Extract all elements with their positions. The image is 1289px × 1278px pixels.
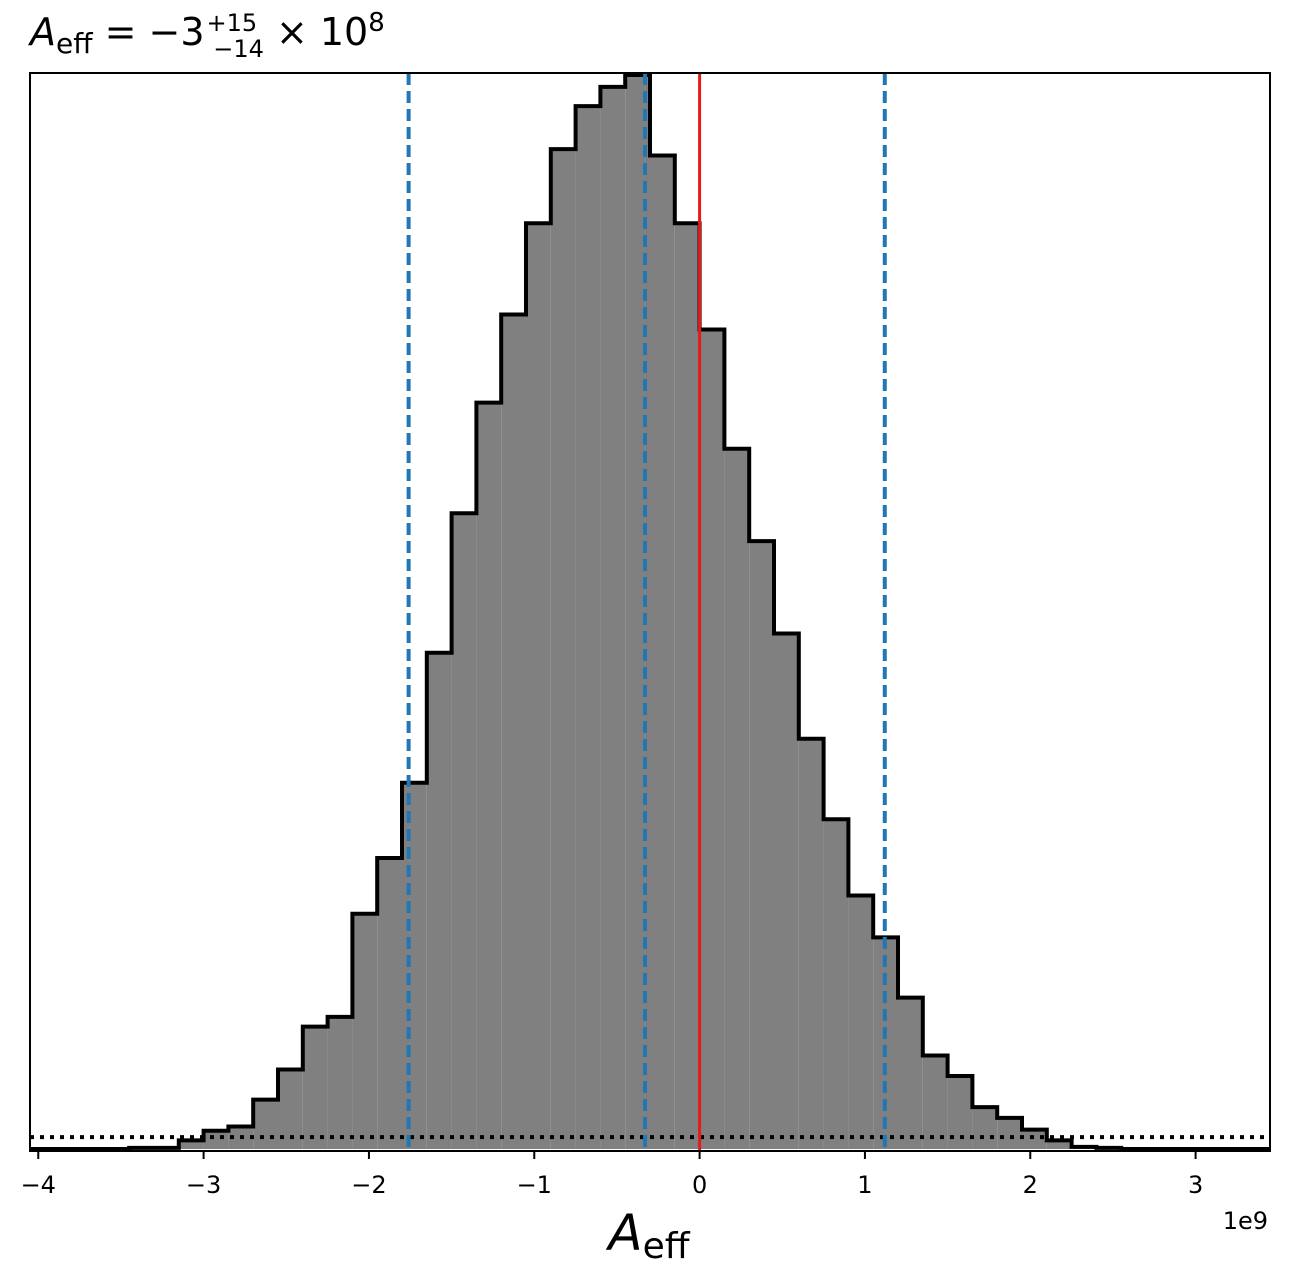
histogram-bar [848,895,874,1149]
histogram-bar [203,1130,229,1149]
x-tick-label: −3 [186,1171,221,1199]
histogram-bar [302,1026,328,1149]
x-axis-offset-label: 1e9 [1223,1207,1268,1235]
histogram-bar [798,738,824,1149]
x-tick-label: −4 [21,1171,56,1199]
histogram-bar [451,513,477,1149]
histogram-bar [402,782,427,1149]
plot-area [29,72,1271,1152]
xlabel-var: A [605,1204,642,1262]
histogram-bar [426,652,452,1149]
histogram-bar [699,329,725,1150]
histogram-bar [922,1055,948,1149]
plot-clip-group [30,73,1270,1151]
histogram-bar [674,223,700,1149]
histogram-bar [823,819,849,1149]
x-axis-label: Aeff [605,1204,690,1267]
title-times: × 10 [264,10,368,54]
x-tick-label: −1 [517,1171,552,1199]
histogram-bar [550,149,576,1149]
histogram-bar [327,1016,353,1149]
x-tick-label: 2 [1023,1171,1038,1199]
histogram-bar [873,937,898,1149]
histogram-bar [774,633,799,1149]
title-var: A [27,10,56,54]
histogram-bar [501,314,526,1149]
histogram-bar [352,913,378,1149]
x-axis-ticks: −4 −3 −2 −1 0 1 2 3 [21,1151,1203,1199]
histogram-outline [30,73,1270,1151]
histogram-bar [600,86,626,1150]
histogram-bar [178,1140,204,1149]
x-tick-label: 3 [1188,1171,1203,1199]
title-sub: −14 [213,35,264,63]
histogram-bar [724,448,750,1149]
histogram-bar [1022,1129,1047,1149]
title-eq: = −3 [93,10,205,54]
title-exp: 8 [368,8,385,38]
x-tick-label: −2 [351,1171,386,1199]
histogram-bar [575,106,601,1149]
histogram-bar [650,155,675,1150]
histogram-bar [526,223,551,1149]
histogram-bar [377,857,402,1149]
histogram-bar [253,1099,278,1149]
histogram-bar [898,997,923,1149]
histogram-bar [749,541,774,1149]
histogram-bar [1046,1140,1072,1149]
x-tick-label: 0 [692,1171,707,1199]
title-var-sub: eff [56,27,93,60]
histogram-bar [476,402,502,1149]
xlabel-sub: eff [643,1226,691,1267]
histogram-bar [997,1117,1022,1149]
histogram-bar [972,1107,998,1149]
title-sup: +15 [207,9,258,37]
x-tick-label: 1 [857,1171,872,1199]
chart-title: Aeff = −3+15 −14 × 108 [27,8,385,63]
plot-frame [29,72,1271,1152]
